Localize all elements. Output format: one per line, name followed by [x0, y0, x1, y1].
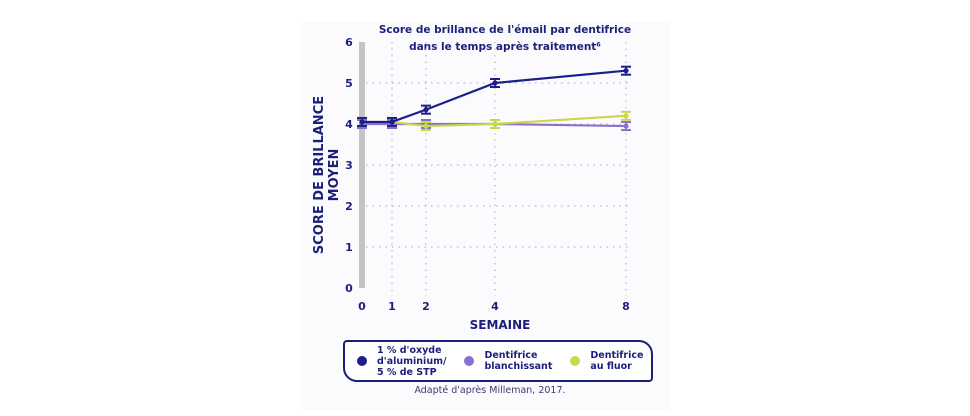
- x-tick-label: 4: [491, 300, 499, 313]
- y-tick-label: 5: [345, 77, 353, 90]
- y-tick-label: 4: [345, 118, 353, 131]
- y-tick-label: 3: [345, 159, 353, 172]
- legend-dot-icon: [570, 356, 581, 366]
- data-point: [423, 107, 429, 113]
- data-point: [623, 68, 629, 74]
- y-tick-label: 0: [345, 282, 353, 295]
- data-point: [389, 119, 395, 125]
- legend-item-blanchissant: Dentifrice blanchissant: [464, 350, 552, 372]
- y-tick-label: 6: [345, 36, 353, 49]
- data-point: [492, 121, 498, 127]
- legend-label: Dentifrice au fluor: [590, 350, 644, 372]
- y-axis-line: [359, 42, 365, 288]
- legend-label: 1 % d'oxyde d'aluminium/ 5 % de STP: [377, 344, 447, 378]
- chart-title: Score de brillance de l'émail par dentif…: [370, 22, 640, 56]
- data-point: [623, 113, 629, 119]
- legend-dot-icon: [464, 356, 475, 366]
- title-line-2: dans le temps après traitement⁶: [409, 41, 601, 53]
- data-point: [623, 123, 629, 129]
- x-axis-label: SEMAINE: [469, 318, 531, 332]
- legend-dot-icon: [357, 356, 367, 366]
- x-tick-label: 0: [358, 300, 366, 313]
- x-tick-label: 8: [622, 300, 630, 313]
- source-note: Adapté d'après Milleman, 2017.: [414, 385, 566, 396]
- chart-legend: 1 % d'oxyde d'aluminium/ 5 % de STP Dent…: [343, 340, 653, 382]
- legend-label: Dentifrice blanchissant: [484, 350, 553, 372]
- title-line-1: Score de brillance de l'émail par dentif…: [378, 24, 632, 36]
- x-tick-label: 2: [422, 300, 430, 313]
- legend-item-fluor: Dentifrice au fluor: [570, 350, 643, 372]
- y-tick-label: 1: [345, 241, 353, 254]
- data-point: [492, 80, 498, 86]
- x-tick-label: 1: [388, 300, 396, 313]
- legend-item-aluminium: 1 % d'oxyde d'aluminium/ 5 % de STP: [357, 345, 446, 378]
- data-point: [423, 123, 429, 129]
- data-point: [359, 119, 365, 125]
- y-tick-label: 2: [345, 200, 353, 213]
